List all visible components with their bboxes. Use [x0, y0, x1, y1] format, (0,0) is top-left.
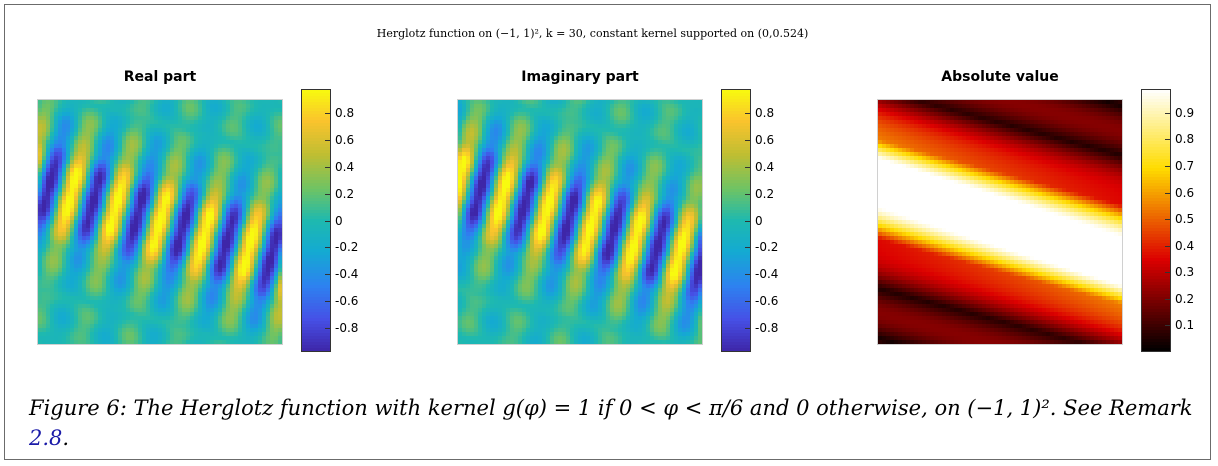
caption-suffix: . — [62, 426, 70, 450]
colorbar-tick-label: -0.2 — [335, 240, 359, 255]
colorbar-tick-mark — [1165, 298, 1171, 300]
colorbar-tick-label: 0.2 — [755, 186, 775, 201]
colorbar-tick-label: 0.8 — [1175, 132, 1195, 147]
colorbar-gradient-real — [302, 90, 330, 352]
colorbar-tick-mark — [325, 166, 331, 168]
caption-prefix: Figure 6: The Herglotz function with ker… — [29, 396, 503, 420]
colorbar-tick-mark — [1165, 192, 1171, 194]
panel-title-real: Real part — [123, 69, 197, 85]
heatmap-abs — [878, 100, 1123, 345]
remark-link[interactable]: 2.8 — [29, 426, 63, 450]
colorbar-tick-label: 0.4 — [755, 159, 775, 174]
colorbar-tick-label: 0.3 — [1175, 265, 1195, 280]
colorbar-tick-label: -0.4 — [335, 267, 359, 282]
caption-mid2: and 0 otherwise, on — [743, 396, 968, 420]
panel-title-imag: Imaginary part — [521, 69, 639, 85]
colorbar-tick-mark — [745, 113, 751, 115]
colorbar-tick-label: -0.2 — [755, 240, 779, 255]
colorbar-tick-mark — [1165, 245, 1171, 247]
colorbar-tick-mark — [325, 301, 331, 302]
colorbar-tick-mark — [745, 301, 751, 302]
colorbar-tick-label: 0.5 — [1175, 212, 1195, 227]
colorbar-tick-mark — [745, 220, 751, 222]
colorbar-tick-mark — [325, 274, 331, 276]
panel-abs: Absolute value 0.9 0.8 0.7 0.6 0.5 0.4 0.3 0.2 0… — [877, 69, 1218, 359]
heatmap-imag — [458, 100, 703, 345]
colorbar-tick-mark — [325, 193, 331, 195]
colorbar-tick-label: -0.4 — [755, 267, 779, 282]
colorbar-tick-label: 0.1 — [1175, 318, 1195, 333]
colorbar-tick-label: -0.6 — [335, 294, 359, 308]
colorbar-tick-mark — [325, 327, 331, 329]
colorbar-tick-label: 0.8 — [755, 106, 775, 121]
caption-expr-range: 0 < φ < π/6 — [619, 396, 744, 420]
colorbar-real — [301, 89, 331, 352]
colorbar-tick-mark — [745, 247, 751, 249]
colorbar-tick-mark — [745, 327, 751, 329]
plot-real — [37, 99, 283, 345]
colorbar-abs — [1141, 89, 1171, 352]
colorbar-tick-label: 0.6 — [335, 132, 355, 147]
colorbar-tick-mark — [745, 193, 751, 195]
figure-caption: Figure 6: The Herglotz function with ker… — [29, 393, 1207, 453]
colorbar-tick-label: 0 — [755, 213, 763, 228]
colorbar-tick-mark — [325, 139, 331, 141]
heatmap-real — [38, 100, 283, 345]
panel-imag: Imaginary part 0.8 0.6 0.4 0.2 0 -0.2 -0.4 -0.6… — [457, 69, 817, 359]
plot-abs — [877, 99, 1123, 345]
colorbar-tick-label: 0.4 — [335, 159, 355, 174]
colorbar-tick-mark — [325, 220, 331, 222]
colorbar-tick-mark — [745, 274, 751, 276]
colorbar-tick-label: 0.8 — [335, 106, 355, 121]
colorbar-tick-label: -0.8 — [335, 320, 359, 335]
colorbar-tick-label: 0.9 — [1175, 105, 1195, 120]
colorbar-tick-label: 0.2 — [1175, 291, 1195, 306]
panel-real: Real part 0.8 0.6 0.4 0.2 0 -0.2 -0.4 -0.6 -0.8 — [37, 69, 397, 359]
colorbar-tick-mark — [1165, 166, 1171, 168]
colorbar-tick-label: 0.2 — [335, 186, 355, 201]
figure-suptitle: Herglotz function on (−1, 1)², k = 30, c… — [376, 27, 809, 40]
panel-title-abs: Absolute value — [941, 69, 1059, 85]
colorbar-tick-mark — [745, 166, 751, 168]
plot-imag — [457, 99, 703, 345]
colorbar-tick-label: -0.6 — [755, 294, 779, 308]
caption-mid3: . See Remark — [1049, 396, 1193, 420]
colorbar-tick-label: 0 — [335, 213, 343, 228]
caption-expr-kernel: g(φ) = 1 — [502, 396, 592, 420]
colorbar-tick-label: 0.4 — [1175, 238, 1195, 253]
colorbar-tick-label: 0.6 — [1175, 185, 1195, 200]
colorbar-tick-label: 0.6 — [755, 132, 775, 147]
caption-expr-domain: (−1, 1)² — [967, 396, 1050, 420]
colorbar-tick-mark — [745, 139, 751, 141]
figure-frame: Herglotz function on (−1, 1)², k = 30, c… — [4, 4, 1211, 460]
colorbar-tick-label: 0.7 — [1175, 159, 1195, 174]
colorbar-tick-mark — [1165, 325, 1171, 327]
colorbar-tick-mark — [325, 113, 331, 115]
colorbar-gradient-imag — [722, 90, 750, 352]
colorbar-tick-mark — [1165, 112, 1171, 114]
colorbar-gradient-abs — [1142, 90, 1170, 352]
colorbar-tick-mark — [1165, 272, 1171, 274]
colorbar-tick-mark — [1165, 219, 1171, 221]
colorbar-tick-label: -0.8 — [755, 320, 779, 335]
caption-mid1: if — [591, 396, 620, 420]
colorbar-tick-mark — [325, 247, 331, 249]
colorbar-tick-mark — [1165, 139, 1171, 141]
